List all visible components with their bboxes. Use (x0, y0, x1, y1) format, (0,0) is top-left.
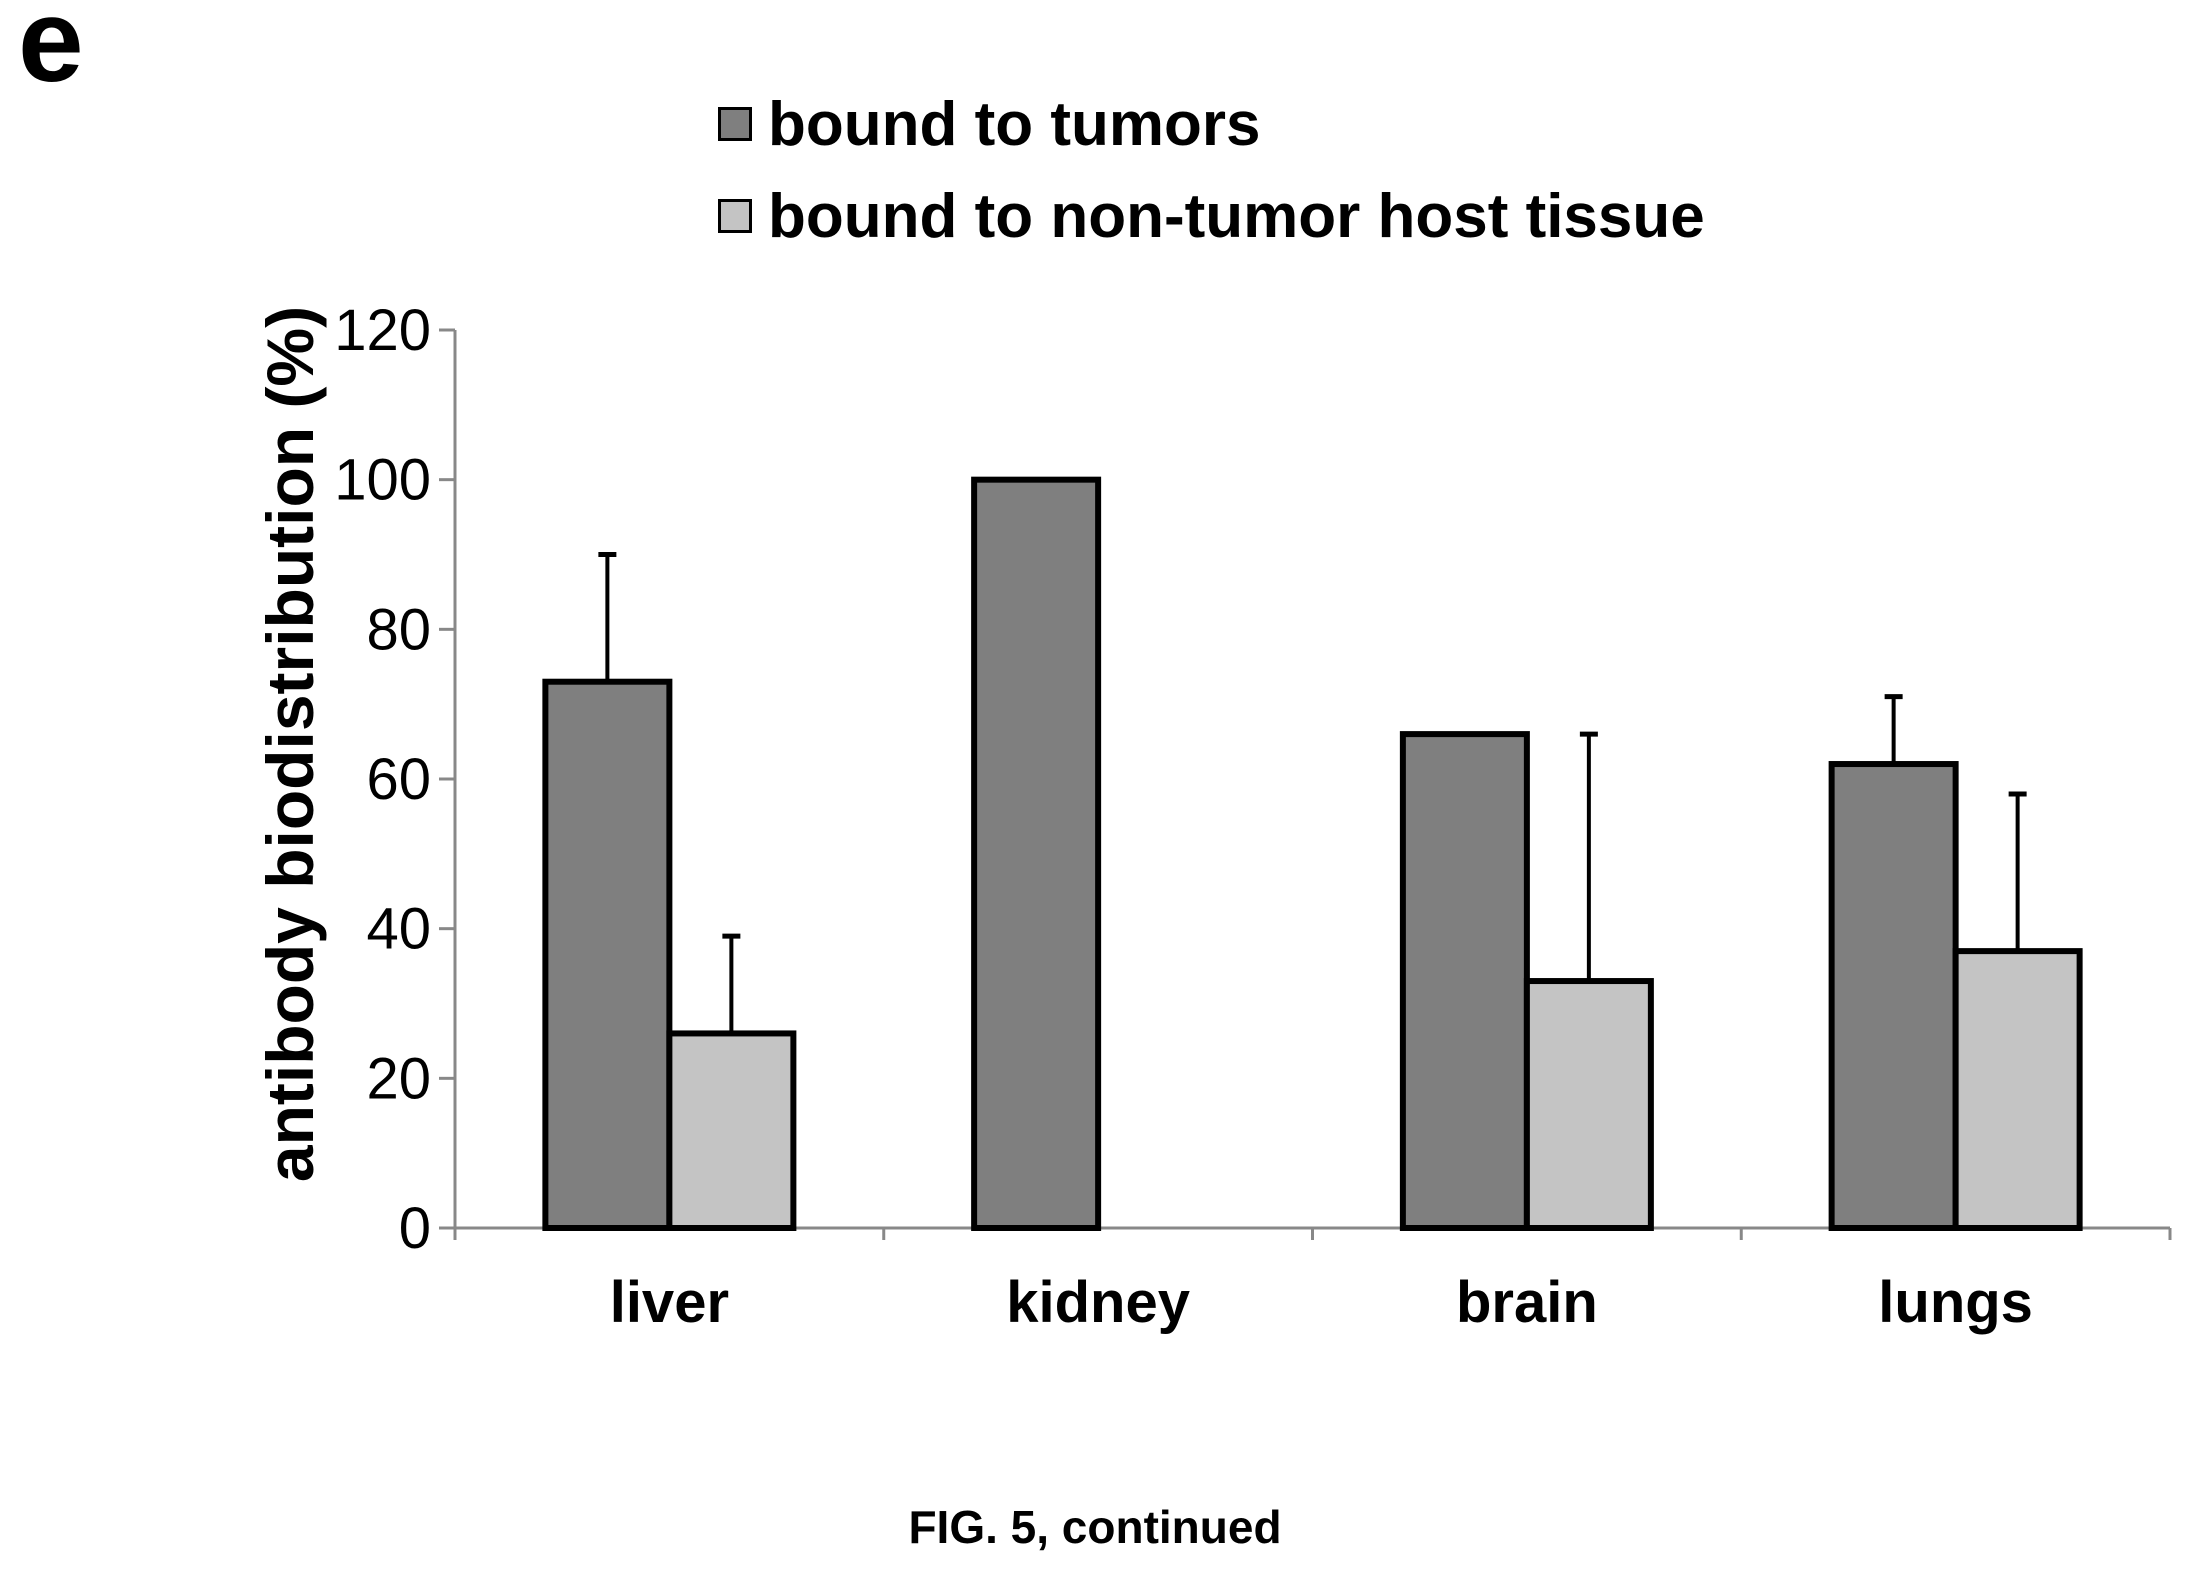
legend: bound to tumors bound to non-tumor host … (718, 78, 1705, 262)
y-tick-label-100: 100 (334, 448, 431, 513)
bar-brain-tumor (1399, 731, 1530, 1231)
bar-liver-tumor (542, 678, 673, 1231)
bar-liver-host (666, 1030, 797, 1232)
bar-kidney-tumor (971, 476, 1102, 1231)
y-tick-label-0: 0 (399, 1196, 431, 1261)
y-tick-label-80: 80 (366, 597, 431, 662)
bar-lungs-tumor (1828, 761, 1959, 1231)
x-tick-label-lungs: lungs (1878, 1270, 2033, 1335)
legend-swatch-host (718, 199, 752, 233)
legend-item-host: bound to non-tumor host tissue (718, 170, 1705, 262)
bar-lungs-host (1952, 948, 2083, 1231)
x-tick-label-kidney: kidney (1006, 1270, 1190, 1335)
legend-label-tumor: bound to tumors (768, 89, 1261, 159)
bar-brain-host (1523, 978, 1654, 1231)
y-tick-label-60: 60 (366, 747, 431, 812)
y-tick-label-20: 20 (366, 1046, 431, 1111)
legend-item-tumor: bound to tumors (718, 78, 1705, 170)
legend-label-host: bound to non-tumor host tissue (768, 181, 1705, 251)
y-tick-label-40: 40 (366, 897, 431, 962)
y-tick-label-120: 120 (334, 298, 431, 363)
legend-swatch-tumor (718, 107, 752, 141)
panel-letter: e (18, 0, 84, 107)
x-tick-label-brain: brain (1456, 1270, 1598, 1335)
figure-caption: FIG. 5, continued (908, 1501, 1282, 1553)
x-tick-label-liver: liver (610, 1270, 729, 1335)
